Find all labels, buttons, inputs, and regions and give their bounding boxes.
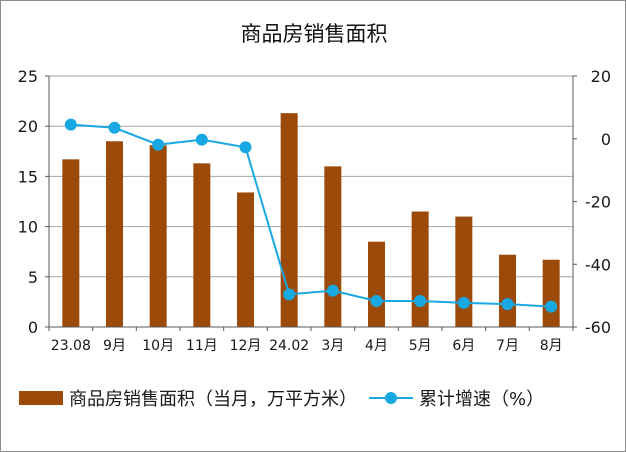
- left-tick-label: 5: [28, 268, 38, 287]
- x-tick-label: 9月: [103, 338, 126, 354]
- right-tick-label: -20: [585, 193, 611, 212]
- tick-labels: 0 5 10 15 20 25 -60 -40 -20 0 20 23.08 9月 10月 11月 12月 24…: [18, 67, 611, 354]
- legend-label-line: 累计增速（%）: [419, 389, 545, 410]
- line-point-1: [108, 121, 121, 134]
- right-tick-label: 20: [591, 67, 611, 86]
- right-tick-label: 0: [601, 130, 611, 149]
- left-tick-label: 0: [28, 318, 38, 337]
- line-point-5: [283, 288, 296, 301]
- x-tick-label: 10月: [142, 338, 174, 354]
- bar-1: [106, 141, 123, 327]
- bar-9: [455, 216, 473, 327]
- bar-3: [193, 163, 211, 327]
- bar-10: [499, 254, 516, 327]
- chart-canvas: 商品房销售面积 0 5 10 15 20 25 -60 -40 -20 0 20 23.08 9月 10月…: [18, 22, 611, 354]
- legend-bar-swatch: [19, 391, 63, 405]
- x-tick-label: 24.02: [269, 338, 309, 354]
- bar-11: [542, 259, 560, 327]
- legend-label-bar: 商品房销售面积（当月，万平方米）: [69, 389, 357, 410]
- bar-4: [237, 192, 254, 327]
- left-tick-label: 10: [18, 218, 38, 237]
- axes: [45, 75, 577, 331]
- right-tick-label: -40: [585, 255, 611, 274]
- line-point-11: [545, 300, 558, 313]
- x-tick-label: 23.08: [51, 338, 91, 354]
- left-tick-label: 25: [18, 67, 38, 86]
- line-point-8: [414, 294, 427, 307]
- x-tick-label: 7月: [496, 338, 519, 354]
- line-point-0: [64, 118, 77, 131]
- bar-2: [149, 145, 167, 327]
- x-tick-label: 5月: [409, 338, 432, 354]
- x-tick-label: 8月: [540, 338, 563, 354]
- x-tick-label: 12月: [230, 338, 262, 354]
- bar-5: [280, 113, 298, 327]
- x-tick-label: 6月: [452, 338, 475, 354]
- x-tick-label: 11月: [186, 338, 218, 354]
- grid-lines: [49, 75, 573, 278]
- line-point-9: [457, 296, 470, 309]
- line-point-2: [152, 138, 165, 151]
- x-tick-label: 4月: [365, 338, 388, 354]
- chart-title: 商品房销售面积: [241, 22, 388, 46]
- chart-legend: 商品房销售面积（当月，万平方米） 累计增速（%）: [19, 383, 544, 413]
- left-tick-label: 20: [18, 117, 38, 136]
- left-tick-label: 15: [18, 167, 38, 186]
- line-series: [64, 118, 558, 313]
- legend-line-swatch: [369, 391, 413, 405]
- bar-7: [368, 241, 385, 327]
- line-point-7: [370, 294, 383, 307]
- bar-8: [411, 211, 429, 327]
- line-point-4: [239, 141, 252, 154]
- line-point-3: [195, 133, 208, 146]
- line-path: [70, 123, 552, 308]
- bar-0: [62, 159, 80, 327]
- x-tick-label: 3月: [321, 338, 344, 354]
- line-point-6: [326, 284, 339, 297]
- bar-6: [324, 166, 342, 327]
- bar-series: [62, 113, 560, 327]
- right-tick-label: -60: [585, 318, 611, 337]
- line-point-10: [501, 298, 514, 311]
